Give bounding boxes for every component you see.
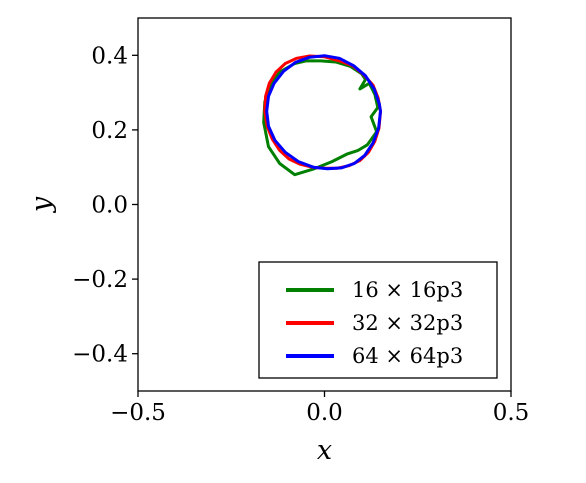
series-layer — [262, 54, 382, 177]
legend-label-1: 16 × 16p3 — [352, 278, 463, 302]
y-tick-label: 0.4 — [91, 43, 128, 69]
legend-label-3: 64 × 64p3 — [352, 344, 463, 368]
y-tick-label: −0.4 — [72, 342, 128, 368]
legend-label-2: 32 × 32p3 — [352, 311, 463, 335]
y-tick-label: 0.2 — [91, 118, 128, 144]
ticks-layer: −0.5 0.0 0.5 0.4 0.2 0.0 −0.2 −0.4 — [72, 43, 529, 426]
x-tick-label: 0.5 — [493, 400, 530, 426]
x-axis-label: x — [317, 435, 332, 466]
series-line-3 — [265, 54, 382, 171]
x-tick-label: −0.5 — [110, 400, 166, 426]
legend: 16 × 16p3 32 × 32p3 64 × 64p3 — [258, 261, 498, 379]
y-tick-label: −0.2 — [72, 267, 128, 293]
y-axis-label: y — [26, 196, 57, 213]
x-tick-label: 0.0 — [306, 400, 343, 426]
y-tick-label: 0.0 — [91, 193, 128, 219]
legend-box — [258, 261, 498, 379]
